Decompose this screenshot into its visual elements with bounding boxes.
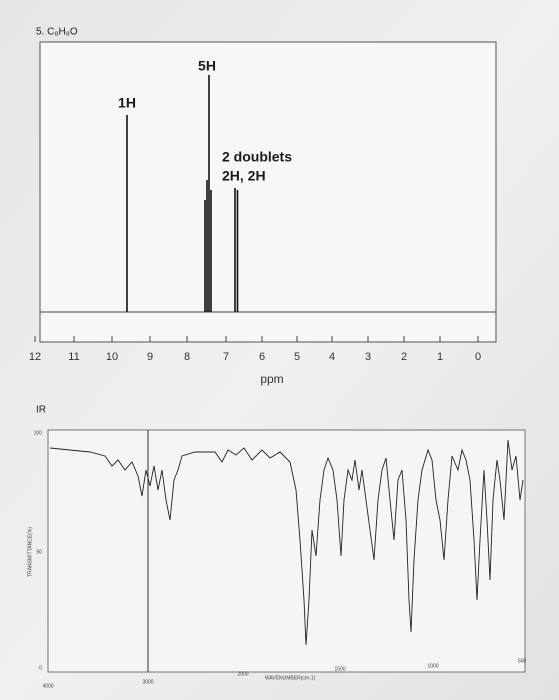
x-axis-label: ppm [260, 372, 283, 386]
peak-label: 2 doublets [222, 149, 292, 165]
peak-label: 2H, 2H [222, 168, 266, 184]
x-tick-label: 1 [437, 351, 443, 363]
y-tick-label: 0 [39, 665, 42, 671]
x-tick-label: 11 [68, 351, 79, 363]
peak-label: 1H [118, 95, 136, 111]
x-tick-label: 4000 [42, 683, 53, 689]
x-tick-label: 5 [294, 351, 300, 363]
ir-trace [49, 439, 524, 646]
nmr-frame [39, 41, 497, 343]
x-tick-label: 2 [401, 351, 407, 363]
x-tick-label: 12 [29, 351, 41, 363]
problem-title: 5. C₈H₈O [36, 27, 78, 38]
nmr-peaks [126, 75, 239, 312]
x-tick-label: 0 [475, 351, 481, 363]
x-axis-label: WAVENUMBER(cm-1) [265, 675, 316, 681]
peak-label: 5H [198, 58, 216, 74]
x-tick-label: 4 [329, 351, 335, 363]
x-tick-label: 2000 [237, 671, 248, 677]
x-tick-label: 500 [518, 658, 527, 664]
x-tick-label: 1500 [334, 666, 345, 672]
x-tick-label: 7 [223, 351, 229, 363]
x-tick-label: 8 [184, 351, 190, 363]
x-tick-label: 9 [147, 351, 153, 363]
y-axis-label: TRANSMITTANCE(%) [27, 527, 33, 577]
x-tick-label: 10 [106, 351, 118, 363]
y-tick-label: 100 [34, 430, 43, 436]
nmr-axis: 12 11 10 9 8 7 6 5 4 3 2 1 0 [29, 336, 481, 363]
x-tick-label: 3000 [142, 679, 153, 685]
ir-frame [47, 429, 526, 673]
x-tick-label: 6 [259, 351, 265, 363]
ir-label: IR [36, 405, 46, 416]
x-tick-label: 3 [365, 351, 371, 363]
y-tick-label: 50 [36, 549, 42, 555]
x-tick-label: 1000 [427, 663, 438, 669]
